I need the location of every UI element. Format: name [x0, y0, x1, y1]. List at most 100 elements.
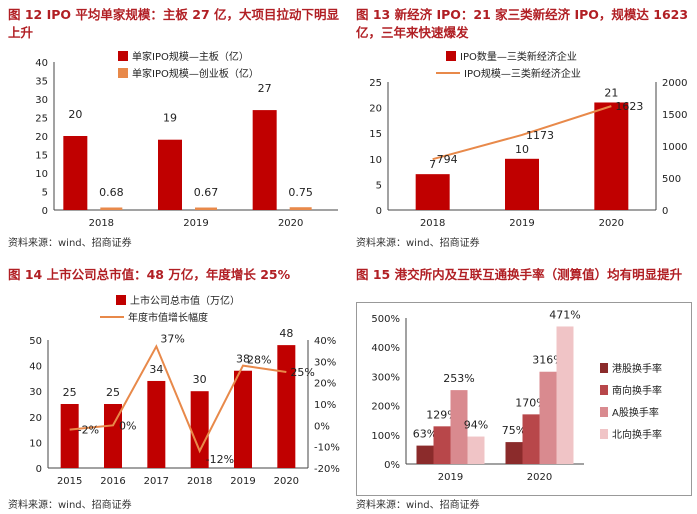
data-label: 253% [443, 372, 474, 385]
panel-new-economy-ipo: 图 13 新经济 IPO：21 家三类新经济 IPO，规模达 1623 亿，三年… [356, 0, 696, 250]
data-label: 30 [193, 373, 207, 386]
x-tick-label: 2018 [420, 218, 445, 229]
legend-swatch [600, 385, 608, 395]
x-tick-label: 2020 [527, 472, 552, 483]
y2-tick-label: 1500 [662, 110, 687, 121]
y-tick-label: 30 [35, 95, 48, 106]
legend-swatch [446, 51, 456, 61]
y2-tick-label: 2000 [662, 78, 687, 89]
y-tick-label: 20 [35, 132, 48, 143]
data-label: 48 [279, 327, 293, 340]
x-tick-label: 2020 [278, 218, 303, 229]
y2-tick-label: 40% [314, 336, 336, 347]
y-tick-label: 5 [42, 188, 48, 199]
legend-swatch [118, 51, 128, 61]
y-tick-label: 15 [369, 129, 382, 140]
legend-label: IPO规模—三类新经济企业 [464, 67, 581, 80]
y-tick-label: 10 [29, 438, 42, 449]
data-label: 1173 [526, 129, 554, 142]
x-tick-label: 2020 [274, 476, 299, 487]
legend-label: 北向换手率 [612, 428, 662, 441]
x-tick-label: 2015 [57, 476, 82, 487]
y-tick-label: 40 [29, 362, 42, 373]
bar-market-cap [190, 391, 209, 468]
legend-swatch [116, 295, 126, 305]
y-tick-label: 20 [29, 413, 42, 424]
bar-turnover [433, 426, 451, 464]
y-tick-label: 400% [371, 343, 400, 354]
y-tick-label: 25 [35, 114, 48, 125]
source-note: 资料来源：wind、招商证券 [356, 500, 480, 511]
data-label: 27 [258, 82, 272, 95]
line-ipo-size [432, 105, 612, 161]
bar-turnover [539, 371, 557, 464]
bar-main-board [158, 139, 182, 210]
y-tick-label: 0 [36, 464, 42, 475]
legend-swatch [600, 363, 608, 373]
data-label: 34 [149, 363, 163, 376]
chart-title: 图 12 IPO 平均单家规模：主板 27 亿，大项目拉动下明显上升 [8, 7, 339, 40]
data-label: 37% [160, 332, 184, 345]
legend-swatch [600, 429, 608, 439]
x-tick-label: 2018 [187, 476, 212, 487]
legend-label: IPO数量—三类新经济企业 [460, 50, 577, 63]
y-tick-label: 0 [376, 206, 382, 217]
y-tick-label: 25 [369, 78, 382, 89]
data-label: 316% [532, 354, 563, 367]
bar-turnover [505, 442, 523, 464]
bar-market-cap [277, 345, 296, 468]
chart-frame [356, 302, 692, 496]
bar-turnover [416, 445, 434, 464]
data-label: 10 [515, 143, 529, 156]
y2-tick-label: 30% [314, 357, 336, 368]
bar-ipo-count [415, 174, 450, 210]
legend-label: 单家IPO规模—创业板（亿） [132, 67, 259, 80]
y2-tick-label: -20% [314, 464, 340, 475]
data-label: 170% [515, 396, 546, 409]
bar-market-cap [147, 380, 166, 468]
chart-title: 图 15 港交所内及互联互通换手率（测算值）均有明显提升 [356, 267, 683, 282]
chart-turnover: 0% 100% 200% 300% 400% 500% 2019 63% 129% 253% 94%… [356, 302, 692, 496]
y-tick-label: 20 [369, 104, 382, 115]
panel-market-cap: 图 14 上市公司总市值：48 万亿，年度增长 25% 0 10 20 30 40 50 -… [8, 262, 348, 514]
y2-tick-label: 10% [314, 400, 336, 411]
x-tick-label: 2019 [183, 218, 208, 229]
source-note: 资料来源：wind、招商证券 [356, 238, 480, 249]
legend-label: 年度市值增长幅度 [128, 311, 208, 324]
data-label: 0.75 [288, 186, 313, 199]
data-label: 25% [290, 366, 314, 379]
y-tick-label: 10 [35, 169, 48, 180]
chart-title: 图 13 新经济 IPO：21 家三类新经济 IPO，规模达 1623 亿，三年… [356, 7, 689, 40]
y2-tick-label: 0 [662, 206, 668, 217]
y-tick-label: 500% [371, 314, 400, 325]
y-tick-label: 200% [371, 402, 400, 413]
y-tick-label: 50 [29, 336, 42, 347]
y-tick-label: 15 [35, 151, 48, 162]
y-tick-label: 300% [371, 372, 400, 383]
data-label: 794 [437, 153, 458, 166]
data-label: 63% [413, 428, 437, 441]
data-label: 0.68 [99, 186, 124, 199]
y-tick-label: 5 [376, 180, 382, 191]
chart-new-economy-ipo: 0 5 10 15 20 25 0 500 1000 1500 2000 2018 7 2019 10 202… [369, 50, 687, 229]
source-note: 资料来源：wind、招商证券 [8, 500, 132, 511]
bar-ipo-count [505, 158, 539, 210]
data-label: 38 [236, 353, 250, 366]
data-label: 19 [163, 112, 177, 125]
x-tick-label: 2020 [599, 218, 624, 229]
data-label: 129% [426, 408, 457, 421]
x-tick-label: 2016 [100, 476, 125, 487]
bar-main-board [63, 136, 88, 210]
legend-swatch [118, 68, 128, 78]
data-label: 471% [549, 308, 580, 321]
x-tick-label: 2019 [509, 218, 534, 229]
bar-ipo-count [594, 102, 629, 210]
legend-label: 港股换手率 [612, 362, 662, 375]
data-label: 1623 [615, 100, 643, 113]
bar-market-cap [60, 404, 79, 468]
data-label: 7 [429, 158, 436, 171]
legend-label: A股换手率 [612, 406, 659, 419]
data-label: 75% [502, 424, 526, 437]
y2-tick-label: 0% [314, 421, 330, 432]
data-label: 20 [68, 108, 82, 121]
